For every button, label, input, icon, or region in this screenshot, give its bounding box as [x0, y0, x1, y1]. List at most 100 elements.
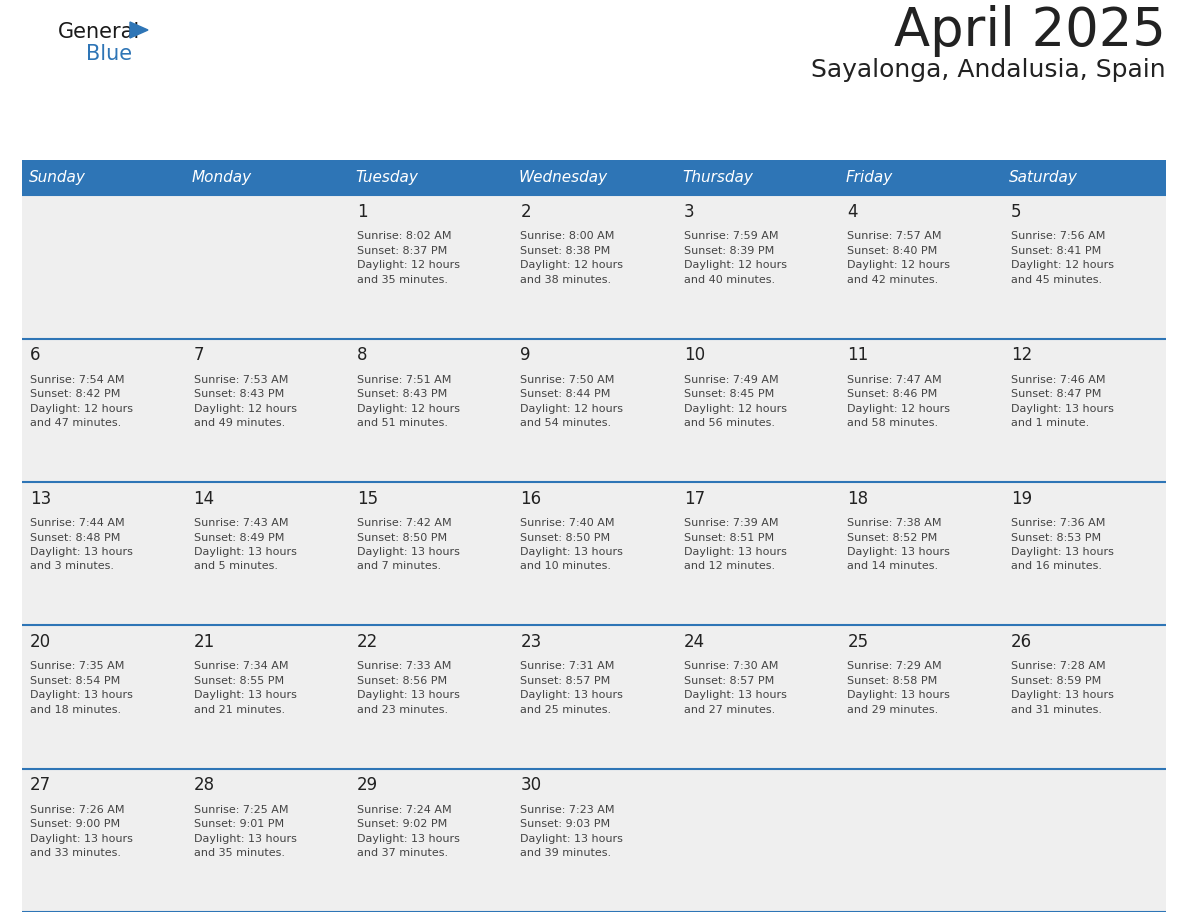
Text: Sunrise: 7:44 AM
Sunset: 8:48 PM
Daylight: 13 hours
and 3 minutes.: Sunrise: 7:44 AM Sunset: 8:48 PM Dayligh…	[30, 518, 133, 571]
Bar	[839, 625, 1003, 768]
Text: Sunrise: 7:47 AM
Sunset: 8:46 PM
Daylight: 12 hours
and 58 minutes.: Sunrise: 7:47 AM Sunset: 8:46 PM Dayligh…	[847, 375, 950, 428]
Text: Blue: Blue	[86, 44, 132, 64]
Text: Sunrise: 7:42 AM
Sunset: 8:50 PM
Daylight: 13 hours
and 7 minutes.: Sunrise: 7:42 AM Sunset: 8:50 PM Dayligh…	[358, 518, 460, 571]
Text: 12: 12	[1011, 346, 1032, 364]
Text: 24: 24	[684, 633, 704, 651]
Bar	[512, 196, 676, 339]
Text: 18: 18	[847, 489, 868, 508]
Bar	[23, 196, 185, 339]
Text: Sunrise: 7:36 AM
Sunset: 8:53 PM
Daylight: 13 hours
and 16 minutes.: Sunrise: 7:36 AM Sunset: 8:53 PM Dayligh…	[1011, 518, 1113, 571]
Bar	[1003, 196, 1165, 339]
Bar	[185, 196, 349, 339]
Bar	[512, 482, 676, 625]
Text: Sunday: Sunday	[29, 170, 86, 185]
Bar	[512, 625, 676, 768]
Text: Sayalonga, Andalusia, Spain: Sayalonga, Andalusia, Spain	[811, 58, 1165, 82]
Text: Sunrise: 7:50 AM
Sunset: 8:44 PM
Daylight: 12 hours
and 54 minutes.: Sunrise: 7:50 AM Sunset: 8:44 PM Dayligh…	[520, 375, 624, 428]
Text: Sunrise: 7:35 AM
Sunset: 8:54 PM
Daylight: 13 hours
and 18 minutes.: Sunrise: 7:35 AM Sunset: 8:54 PM Dayligh…	[30, 662, 133, 714]
Bar	[185, 768, 349, 912]
Bar	[512, 339, 676, 482]
Text: Monday: Monday	[192, 170, 252, 185]
Text: Sunrise: 7:49 AM
Sunset: 8:45 PM
Daylight: 12 hours
and 56 minutes.: Sunrise: 7:49 AM Sunset: 8:45 PM Dayligh…	[684, 375, 786, 428]
Text: 27: 27	[30, 777, 51, 794]
Bar	[676, 339, 839, 482]
Bar	[185, 339, 349, 482]
Text: Sunrise: 7:25 AM
Sunset: 9:01 PM
Daylight: 13 hours
and 35 minutes.: Sunrise: 7:25 AM Sunset: 9:01 PM Dayligh…	[194, 805, 297, 858]
Text: 26: 26	[1011, 633, 1032, 651]
Text: Sunrise: 7:33 AM
Sunset: 8:56 PM
Daylight: 13 hours
and 23 minutes.: Sunrise: 7:33 AM Sunset: 8:56 PM Dayligh…	[358, 662, 460, 714]
Text: Saturday: Saturday	[1009, 170, 1078, 185]
Text: 5: 5	[1011, 203, 1022, 221]
Bar	[23, 339, 185, 482]
Text: Sunrise: 7:29 AM
Sunset: 8:58 PM
Daylight: 13 hours
and 29 minutes.: Sunrise: 7:29 AM Sunset: 8:58 PM Dayligh…	[847, 662, 950, 714]
Bar	[1003, 482, 1165, 625]
Text: Thursday: Thursday	[682, 170, 753, 185]
Bar	[1003, 768, 1165, 912]
Bar	[349, 625, 512, 768]
Bar	[349, 160, 512, 196]
Bar	[839, 160, 1003, 196]
Text: 25: 25	[847, 633, 868, 651]
Text: Sunrise: 7:39 AM
Sunset: 8:51 PM
Daylight: 13 hours
and 12 minutes.: Sunrise: 7:39 AM Sunset: 8:51 PM Dayligh…	[684, 518, 786, 571]
Text: Sunrise: 7:34 AM
Sunset: 8:55 PM
Daylight: 13 hours
and 21 minutes.: Sunrise: 7:34 AM Sunset: 8:55 PM Dayligh…	[194, 662, 297, 714]
Text: Sunrise: 7:26 AM
Sunset: 9:00 PM
Daylight: 13 hours
and 33 minutes.: Sunrise: 7:26 AM Sunset: 9:00 PM Dayligh…	[30, 805, 133, 858]
Text: 21: 21	[194, 633, 215, 651]
Text: 16: 16	[520, 489, 542, 508]
Text: 20: 20	[30, 633, 51, 651]
Text: 23: 23	[520, 633, 542, 651]
Bar	[512, 160, 676, 196]
Text: Sunrise: 7:24 AM
Sunset: 9:02 PM
Daylight: 13 hours
and 37 minutes.: Sunrise: 7:24 AM Sunset: 9:02 PM Dayligh…	[358, 805, 460, 858]
Text: 28: 28	[194, 777, 215, 794]
Text: 8: 8	[358, 346, 367, 364]
Bar	[349, 196, 512, 339]
Text: Sunrise: 7:54 AM
Sunset: 8:42 PM
Daylight: 12 hours
and 47 minutes.: Sunrise: 7:54 AM Sunset: 8:42 PM Dayligh…	[30, 375, 133, 428]
Bar	[839, 196, 1003, 339]
Text: Sunrise: 7:43 AM
Sunset: 8:49 PM
Daylight: 13 hours
and 5 minutes.: Sunrise: 7:43 AM Sunset: 8:49 PM Dayligh…	[194, 518, 297, 571]
Text: 6: 6	[30, 346, 40, 364]
Text: 10: 10	[684, 346, 704, 364]
Bar	[349, 482, 512, 625]
Bar	[23, 482, 185, 625]
Text: 29: 29	[358, 777, 378, 794]
Text: Sunrise: 7:51 AM
Sunset: 8:43 PM
Daylight: 12 hours
and 51 minutes.: Sunrise: 7:51 AM Sunset: 8:43 PM Dayligh…	[358, 375, 460, 428]
Text: 1: 1	[358, 203, 367, 221]
Text: 11: 11	[847, 346, 868, 364]
Text: Sunrise: 7:30 AM
Sunset: 8:57 PM
Daylight: 13 hours
and 27 minutes.: Sunrise: 7:30 AM Sunset: 8:57 PM Dayligh…	[684, 662, 786, 714]
Text: Sunrise: 8:02 AM
Sunset: 8:37 PM
Daylight: 12 hours
and 35 minutes.: Sunrise: 8:02 AM Sunset: 8:37 PM Dayligh…	[358, 231, 460, 285]
Bar	[349, 339, 512, 482]
Text: Sunrise: 7:56 AM
Sunset: 8:41 PM
Daylight: 12 hours
and 45 minutes.: Sunrise: 7:56 AM Sunset: 8:41 PM Dayligh…	[1011, 231, 1113, 285]
Text: 19: 19	[1011, 489, 1032, 508]
Text: 14: 14	[194, 489, 215, 508]
Bar	[23, 768, 185, 912]
Bar	[185, 625, 349, 768]
Text: 15: 15	[358, 489, 378, 508]
Text: General: General	[58, 22, 140, 42]
Text: Sunrise: 7:38 AM
Sunset: 8:52 PM
Daylight: 13 hours
and 14 minutes.: Sunrise: 7:38 AM Sunset: 8:52 PM Dayligh…	[847, 518, 950, 571]
Text: 17: 17	[684, 489, 704, 508]
Bar	[839, 482, 1003, 625]
Text: Tuesday: Tuesday	[355, 170, 418, 185]
Bar	[1003, 160, 1165, 196]
Text: Sunrise: 7:59 AM
Sunset: 8:39 PM
Daylight: 12 hours
and 40 minutes.: Sunrise: 7:59 AM Sunset: 8:39 PM Dayligh…	[684, 231, 786, 285]
Text: 2: 2	[520, 203, 531, 221]
Bar	[349, 768, 512, 912]
Bar	[185, 482, 349, 625]
Bar	[676, 768, 839, 912]
Bar	[839, 768, 1003, 912]
Bar	[512, 768, 676, 912]
Bar	[185, 160, 349, 196]
Bar	[23, 160, 185, 196]
Text: Sunrise: 7:40 AM
Sunset: 8:50 PM
Daylight: 13 hours
and 10 minutes.: Sunrise: 7:40 AM Sunset: 8:50 PM Dayligh…	[520, 518, 624, 571]
Text: 9: 9	[520, 346, 531, 364]
Text: Sunrise: 7:53 AM
Sunset: 8:43 PM
Daylight: 12 hours
and 49 minutes.: Sunrise: 7:53 AM Sunset: 8:43 PM Dayligh…	[194, 375, 297, 428]
Text: 22: 22	[358, 633, 378, 651]
Bar	[676, 196, 839, 339]
Bar	[676, 160, 839, 196]
Text: Sunrise: 7:46 AM
Sunset: 8:47 PM
Daylight: 13 hours
and 1 minute.: Sunrise: 7:46 AM Sunset: 8:47 PM Dayligh…	[1011, 375, 1113, 428]
Text: Sunrise: 7:57 AM
Sunset: 8:40 PM
Daylight: 12 hours
and 42 minutes.: Sunrise: 7:57 AM Sunset: 8:40 PM Dayligh…	[847, 231, 950, 285]
Text: 4: 4	[847, 203, 858, 221]
Bar	[676, 482, 839, 625]
Text: 3: 3	[684, 203, 695, 221]
Bar	[1003, 339, 1165, 482]
Text: 13: 13	[30, 489, 51, 508]
